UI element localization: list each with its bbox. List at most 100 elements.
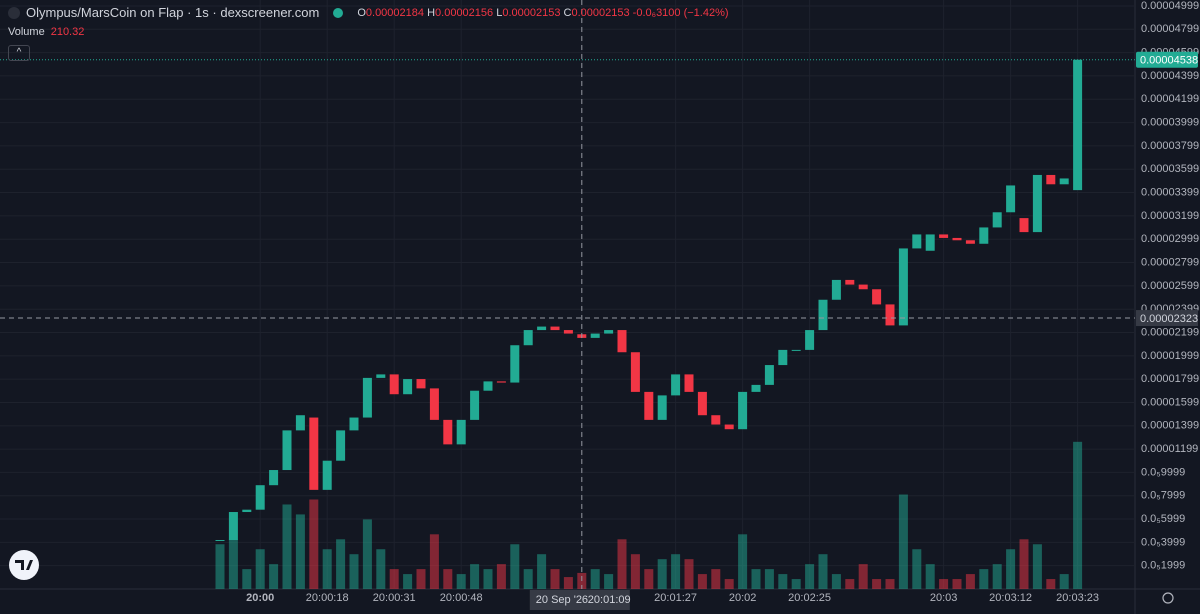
volume-bar xyxy=(470,564,480,589)
candle xyxy=(845,279,855,285)
candle xyxy=(496,381,506,383)
candle xyxy=(939,234,949,238)
candle xyxy=(1073,59,1083,191)
candle xyxy=(1059,178,1069,185)
volume-bar xyxy=(630,554,640,589)
candle xyxy=(912,234,922,249)
volume-bar xyxy=(697,574,707,589)
candle xyxy=(697,391,707,416)
volume-bar xyxy=(496,564,506,589)
x-tick-label: 20:02 xyxy=(729,592,757,604)
candle xyxy=(858,284,868,290)
candle xyxy=(349,417,359,431)
volume-bar xyxy=(858,564,868,589)
volume-legend: Volume 210.32 xyxy=(8,26,84,38)
volume-bar xyxy=(831,574,841,589)
candle xyxy=(1006,185,1016,213)
volume-bar xyxy=(429,534,439,589)
candle xyxy=(322,460,332,490)
candle xyxy=(1019,218,1029,233)
candle xyxy=(764,365,774,385)
candle xyxy=(1032,174,1042,233)
volume-bar xyxy=(403,574,413,589)
candle xyxy=(791,349,801,351)
volume-bar xyxy=(805,564,815,589)
candle xyxy=(1046,174,1056,185)
candle xyxy=(336,430,346,461)
candle xyxy=(510,345,520,383)
volume-bar xyxy=(965,574,975,589)
candle xyxy=(429,388,439,420)
volume-bar xyxy=(443,569,453,589)
legend-close: 0.00002153 xyxy=(571,6,630,19)
volume-bar xyxy=(939,579,949,589)
ohlc-legend: O0.00002184 H0.00002156 L0.00002153 C0.0… xyxy=(357,7,728,19)
volume-bar xyxy=(1059,574,1069,589)
volume-bar xyxy=(362,519,372,589)
candle xyxy=(483,381,493,391)
legend-low: 0.00002153 xyxy=(502,6,561,19)
y-tick-label: 0.0₅7999 xyxy=(1141,490,1185,502)
candle xyxy=(228,512,238,541)
legend-label: H xyxy=(427,6,436,19)
y-tick-label: 0.00001999 xyxy=(1141,350,1199,362)
volume-bar xyxy=(215,544,225,589)
y-tick-label: 0.00001799 xyxy=(1141,373,1199,385)
header: Olympus/MarsCoin on Flap · 1s · dexscree… xyxy=(8,5,729,20)
volume-bar xyxy=(979,569,989,589)
x-tick-label: 20:00:18 xyxy=(306,592,349,604)
candle xyxy=(738,391,748,430)
volume-bar xyxy=(845,579,855,589)
candle xyxy=(523,330,533,346)
crosshair-time: 20:01:09 xyxy=(588,594,631,606)
y-tick-label: 0.00003799 xyxy=(1141,140,1199,152)
volume-bar xyxy=(1032,544,1042,589)
volume-bar xyxy=(738,534,748,589)
volume-bar xyxy=(617,539,627,589)
y-tick-label: 0.00002799 xyxy=(1141,256,1199,268)
volume-bar xyxy=(671,554,681,589)
status-dot xyxy=(333,7,344,18)
volume-bar xyxy=(791,579,801,589)
volume-bar xyxy=(242,569,252,589)
volume-value: 210.32 xyxy=(50,26,85,38)
candle xyxy=(362,377,372,418)
x-tick-label: 20:03 xyxy=(930,592,958,604)
volume-bar xyxy=(295,514,305,589)
candle xyxy=(925,234,935,251)
y-tick-label: 0.0₅1999 xyxy=(1141,560,1185,572)
volume-bar xyxy=(644,569,654,589)
volume-bar xyxy=(778,574,788,589)
volume-bar xyxy=(912,549,922,589)
legend-label: C xyxy=(563,6,572,19)
collapse-button[interactable]: ^ xyxy=(8,45,30,61)
volume-bar xyxy=(885,579,895,589)
volume-bar xyxy=(1019,539,1029,589)
candle xyxy=(979,227,989,244)
volume-bar xyxy=(322,549,332,589)
volume-bar xyxy=(523,569,533,589)
volume-bar xyxy=(925,564,935,589)
candle xyxy=(376,374,386,378)
candle xyxy=(778,349,788,366)
volume-bar xyxy=(269,564,279,589)
y-tick-label: 0.00002599 xyxy=(1141,280,1199,292)
volume-bar xyxy=(228,539,238,589)
volume-bar xyxy=(563,577,573,589)
volume-bar xyxy=(952,579,962,589)
candle xyxy=(644,391,654,420)
y-tick-label: 0.00004799 xyxy=(1141,23,1199,35)
volume-bar xyxy=(724,579,734,589)
candle xyxy=(456,419,466,445)
candle xyxy=(831,279,841,300)
candle xyxy=(992,212,1002,228)
candle xyxy=(295,415,305,431)
chart-title: Olympus/MarsCoin on Flap · 1s · dexscree… xyxy=(26,5,320,20)
y-tick-label: 0.00003599 xyxy=(1141,163,1199,175)
candle xyxy=(416,379,426,389)
candle xyxy=(898,248,908,326)
candle xyxy=(309,417,319,490)
y-tick-label: 0.00001599 xyxy=(1141,396,1199,408)
volume-bar xyxy=(282,504,292,589)
candle xyxy=(885,304,895,326)
